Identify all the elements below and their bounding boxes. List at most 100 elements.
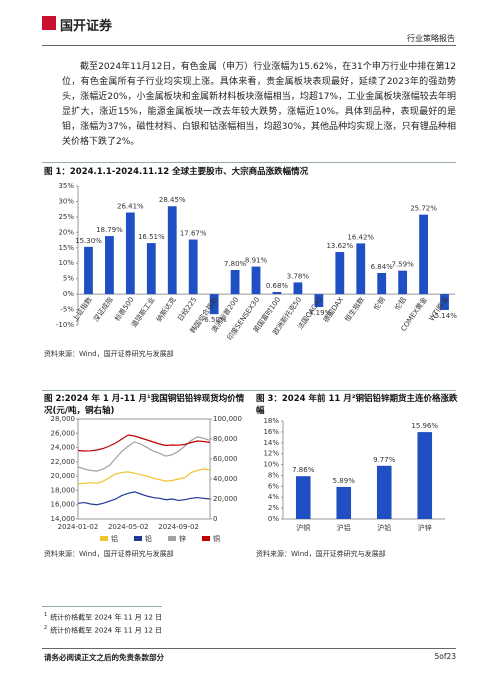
x-tick-label: 伦铝 bbox=[393, 295, 408, 312]
footnotes: 1 统计价格截至 2024 年 11 月 12 日 2 统计价格截至 2024 年 1… bbox=[44, 610, 162, 637]
y-tick-label: 18,000 bbox=[51, 486, 76, 494]
legend-swatch bbox=[168, 536, 176, 541]
y-tick-label: 16,000 bbox=[51, 501, 76, 509]
y2-tick-label: 40,000 bbox=[213, 475, 238, 483]
legend-label: 铜 bbox=[213, 534, 220, 543]
legend-label: 铅 bbox=[145, 534, 152, 543]
figure-rule bbox=[42, 162, 456, 163]
value-label: 18.79% bbox=[96, 226, 123, 234]
logo-icon bbox=[42, 16, 56, 30]
value-label: 6.84% bbox=[371, 263, 394, 271]
bar bbox=[295, 476, 311, 519]
bar bbox=[293, 282, 303, 295]
x-tick-label: 纳斯达克 bbox=[154, 295, 177, 323]
y-tick-label: 4% bbox=[268, 493, 279, 501]
line bbox=[77, 434, 211, 452]
footnote-text: 统计价格截至 2024 年 11 月 12 日 bbox=[50, 613, 163, 622]
logo-text: 国开证券 bbox=[60, 19, 113, 34]
value-label: 0.68% bbox=[266, 282, 289, 290]
chart: 14,000 16,000 18,000 20,000 22,000 24,000 26,0… bbox=[51, 415, 242, 543]
y-tick-label: 26,000 bbox=[51, 429, 76, 437]
bar bbox=[356, 243, 366, 295]
source: 资料来源：Wind，国开证券研究与发展部 bbox=[44, 550, 174, 558]
bar bbox=[336, 486, 352, 519]
paragraph: 截至2024年11月12日，有色金属（申万）行业涨幅为15.62%，在31个申万… bbox=[62, 62, 456, 147]
y2-tick-label: 60,000 bbox=[213, 455, 238, 463]
y-tick-label: 0% bbox=[268, 515, 279, 523]
bar bbox=[251, 266, 261, 295]
bar bbox=[417, 432, 433, 519]
value-label: 26.41% bbox=[117, 203, 144, 211]
y-tick-label: -10% bbox=[56, 321, 74, 329]
value-label: 7.80% bbox=[224, 260, 247, 268]
y-tick-label: 20,000 bbox=[51, 472, 76, 480]
y2-tick-label: 20,000 bbox=[213, 495, 238, 503]
bar bbox=[314, 294, 324, 308]
x-tick-label: 沪锌 bbox=[418, 523, 432, 532]
figure-title: 图 3：2024 年前 11 月²铜铝铅锌期货主连价格涨跌幅 bbox=[256, 394, 458, 416]
y-tick-label: 6% bbox=[268, 482, 279, 490]
chart: 0% 2% 4% 6% 8% 10% 12% 14% 16% 18% 7.86% 沪铜 5.89% 沪铝 9… bbox=[263, 417, 445, 532]
y2-tick-label: 0 bbox=[213, 515, 217, 523]
y-tick-label: 16% bbox=[263, 428, 279, 436]
value-label: -5.14% bbox=[432, 312, 457, 320]
x-tick-label: 恒生指数 bbox=[343, 295, 366, 323]
value-label: 25.72% bbox=[410, 205, 437, 213]
y-tick-label: 20% bbox=[58, 228, 74, 236]
y-tick-label: 30% bbox=[58, 197, 74, 205]
bar bbox=[440, 294, 449, 310]
value-label: -6.50% bbox=[202, 316, 227, 324]
bar bbox=[377, 272, 387, 295]
legend-swatch bbox=[134, 536, 142, 541]
footnote-marker: 1 bbox=[44, 612, 48, 618]
footnote-marker: 2 bbox=[44, 625, 48, 632]
y-tick-label: 24,000 bbox=[51, 444, 76, 452]
bar bbox=[209, 294, 219, 315]
value-label: -4.19% bbox=[306, 309, 331, 317]
x-tick-label: 沪铅 bbox=[377, 523, 391, 532]
footnote: 1 统计价格截至 2024 年 11 月 12 日 bbox=[44, 610, 162, 623]
plot-frame bbox=[77, 418, 211, 520]
y-tick-label: 8% bbox=[268, 471, 279, 479]
bar bbox=[230, 270, 240, 295]
y-tick-label: 22,000 bbox=[51, 458, 76, 466]
header-rule bbox=[42, 45, 456, 46]
source: 资料来源：Wind，国开证券研究与发展部 bbox=[256, 550, 386, 558]
y-tick-label: 10% bbox=[58, 259, 74, 267]
bar bbox=[105, 236, 114, 295]
section-name: 行业策略报告 bbox=[407, 34, 455, 43]
value-label: 13.62% bbox=[326, 242, 353, 250]
footer-rule bbox=[42, 648, 456, 649]
value-label: 15.30% bbox=[75, 237, 102, 245]
x-tick-label: 2024-05-02 bbox=[108, 523, 149, 531]
value-label: 7.86% bbox=[292, 466, 315, 474]
bar bbox=[398, 270, 408, 295]
figure-title: 图 2:2024 年 1 月-11 月¹我国铜铝铅锌现货均价情况(元/吨，铜右轴… bbox=[44, 394, 245, 416]
value-label: 16.51% bbox=[138, 233, 165, 241]
x-tick-label: 日经225 bbox=[175, 295, 198, 323]
x-tick-label: 2024-01-02 bbox=[58, 523, 99, 531]
y-tick-label: 2% bbox=[268, 504, 279, 512]
value-label: 15.96% bbox=[411, 422, 438, 430]
figure-rule bbox=[42, 390, 456, 391]
x-tick-label: 标普500 bbox=[113, 295, 136, 323]
legend-label: 锌 bbox=[179, 534, 186, 543]
y2-tick-label: 100,000 bbox=[213, 415, 242, 423]
legend-swatch bbox=[202, 536, 210, 541]
footnote-rule bbox=[42, 606, 162, 607]
chart: -10%-5%0%5%10%15%20%25%30%35%15.30%上证指数1… bbox=[56, 182, 457, 342]
value-label: 28.45% bbox=[159, 196, 186, 204]
y-tick-label: 14% bbox=[263, 439, 279, 447]
footnote: 2 统计价格截至 2024 年 11 月 12 日 bbox=[44, 623, 162, 636]
y-tick-label: 14,000 bbox=[51, 515, 76, 523]
x-tick-label: 深证成指 bbox=[91, 295, 114, 323]
bar bbox=[272, 292, 282, 295]
y-tick-label: 18% bbox=[263, 417, 279, 425]
y-tick-label: 5% bbox=[63, 275, 74, 283]
bar bbox=[125, 212, 135, 295]
bar bbox=[167, 206, 177, 295]
y-tick-label: 0% bbox=[63, 290, 74, 298]
bar bbox=[84, 246, 93, 295]
x-tick-label: 沪铜 bbox=[296, 523, 310, 532]
y-tick-label: 25% bbox=[58, 213, 74, 221]
